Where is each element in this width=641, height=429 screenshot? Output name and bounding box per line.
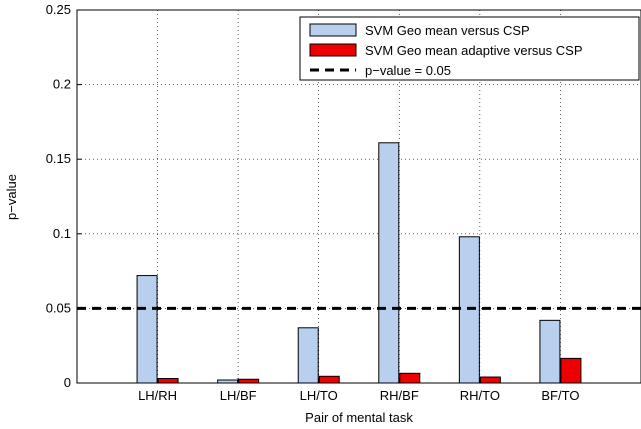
y-tick-labels: 0 0.05 0.1 0.15 0.2 0.25 — [46, 2, 71, 390]
plot-area-border — [76, 9, 641, 384]
bar-series-2 — [479, 376, 501, 384]
legend: SVM Geo mean versus CSP SVM Geo mean ada… — [299, 16, 640, 81]
legend-swatch-series-2 — [309, 43, 357, 57]
bar-series-2 — [238, 378, 260, 384]
legend-label-series-2: SVM Geo mean adaptive versus CSP — [365, 43, 583, 58]
bar-series-2 — [157, 378, 179, 384]
legend-label-series-1: SVM Geo mean versus CSP — [365, 23, 530, 38]
y-axis-label: p−value — [4, 174, 19, 220]
x-tick-label: LH/BF — [220, 388, 257, 403]
bar-series-1 — [136, 275, 158, 384]
bar-series-1 — [378, 142, 400, 384]
y-tick-label: 0.2 — [53, 77, 71, 92]
x-tick-labels: LH/RH LH/BF LH/TO RH/BF RH/TO BF/TO — [138, 388, 579, 403]
bar-series-1 — [539, 319, 561, 384]
legend-swatch-series-1 — [309, 23, 357, 37]
x-axis-label: Pair of mental task — [305, 410, 413, 425]
x-tick-label: LH/TO — [300, 388, 338, 403]
x-tick-label: RH/BF — [380, 388, 419, 403]
y-tick-label: 0 — [64, 375, 71, 390]
y-tick-label: 0.1 — [53, 226, 71, 241]
y-tick-label: 0.25 — [46, 2, 71, 17]
bar-series-2 — [318, 375, 340, 384]
bar-series-2 — [560, 357, 582, 384]
bar-series-1 — [297, 327, 319, 384]
x-tick-label: RH/TO — [460, 388, 500, 403]
axis-ticks — [77, 9, 561, 384]
x-tick-label: BF/TO — [541, 388, 579, 403]
legend-label-reference-line: p−value = 0.05 — [365, 63, 451, 78]
x-tick-label: LH/RH — [138, 388, 177, 403]
bar-series-2 — [399, 372, 421, 384]
y-tick-label: 0.15 — [46, 151, 71, 166]
y-tick-label: 0.05 — [46, 300, 71, 315]
